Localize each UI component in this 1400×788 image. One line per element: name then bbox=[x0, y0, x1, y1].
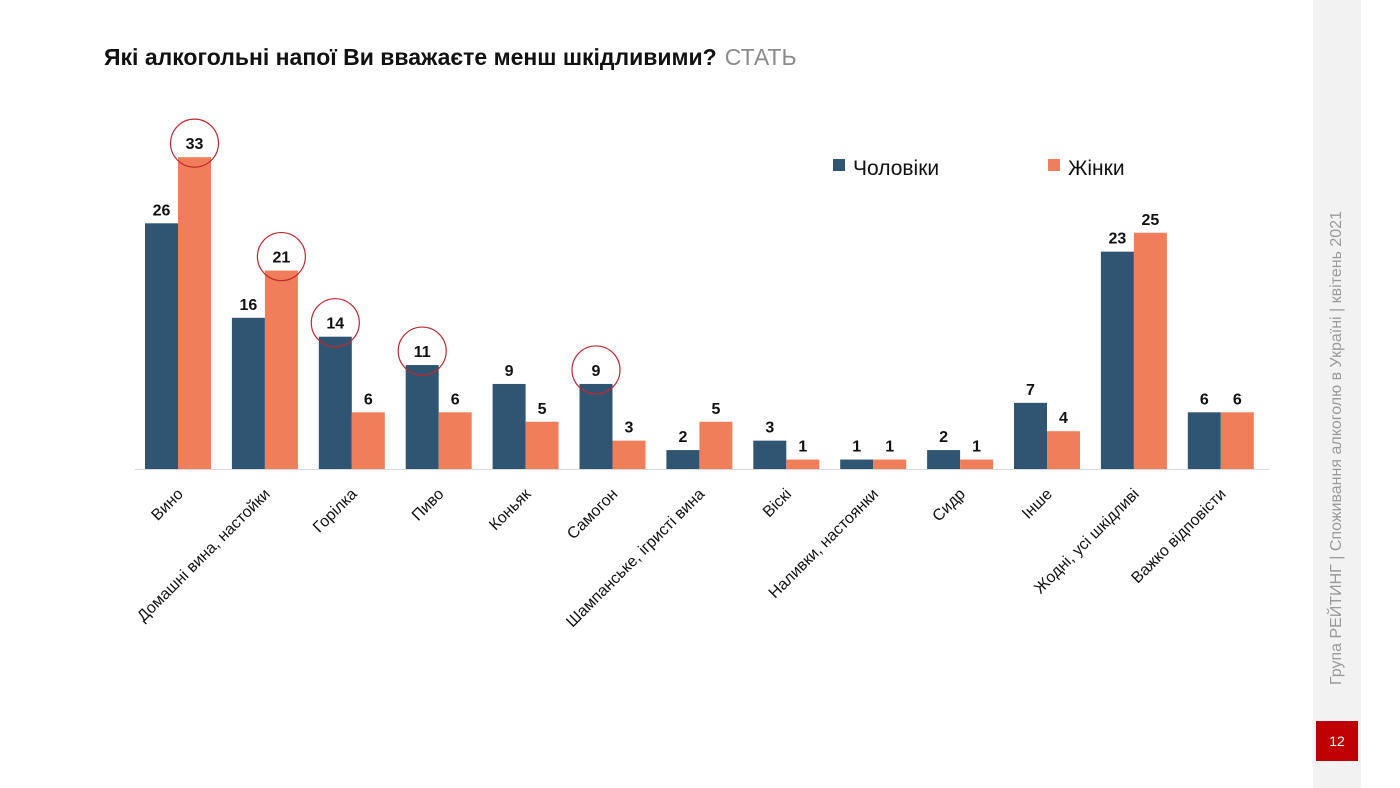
value-label-women-10: 4 bbox=[1059, 410, 1068, 427]
bar-women-6 bbox=[699, 421, 733, 469]
value-label-women-9: 1 bbox=[972, 439, 981, 456]
category-label-9: Сидр bbox=[930, 486, 969, 525]
value-label-men-1: 16 bbox=[240, 297, 258, 314]
legend-swatch-men bbox=[833, 159, 845, 171]
bar-men-3 bbox=[405, 365, 439, 469]
bar-women-4 bbox=[525, 421, 559, 469]
value-label-men-2: 14 bbox=[326, 316, 344, 333]
bar-men-0 bbox=[145, 223, 178, 469]
bar-women-0 bbox=[178, 157, 211, 469]
category-label-0: Вино bbox=[148, 486, 186, 524]
bar-women-1 bbox=[264, 270, 298, 469]
side-panel bbox=[1313, 0, 1361, 788]
value-label-men-7: 3 bbox=[765, 420, 774, 437]
legend: Чоловіки Жінки bbox=[833, 157, 1125, 180]
bar-men-12 bbox=[1187, 412, 1221, 469]
value-label-men-6: 2 bbox=[678, 429, 687, 446]
bar-women-9 bbox=[960, 459, 994, 469]
category-label-4: Коньяк bbox=[486, 485, 535, 534]
value-label-women-11: 25 bbox=[1142, 212, 1160, 229]
highlight-circle-2 bbox=[310, 298, 360, 348]
category-label-10: Інше bbox=[1019, 486, 1056, 523]
bar-women-11 bbox=[1133, 232, 1167, 469]
value-label-women-3: 6 bbox=[451, 391, 460, 408]
bar-women-5 bbox=[612, 440, 646, 469]
bar-men-8 bbox=[840, 459, 874, 469]
value-label-men-9: 2 bbox=[939, 429, 948, 446]
legend-label-men: Чоловіки bbox=[853, 157, 939, 180]
value-label-women-8: 1 bbox=[885, 439, 894, 456]
value-label-women-2: 6 bbox=[364, 391, 373, 408]
value-label-men-10: 7 bbox=[1026, 382, 1035, 399]
highlight-circle-3 bbox=[397, 326, 447, 376]
category-label-3: Пиво bbox=[409, 486, 448, 525]
highlight-circle-0 bbox=[169, 118, 220, 168]
bar-men-1 bbox=[231, 317, 265, 469]
value-label-men-3: 11 bbox=[414, 344, 431, 361]
highlight-circle-1 bbox=[256, 231, 306, 282]
value-label-men-0: 26 bbox=[153, 202, 171, 219]
page-title: Які алкогольні напої Ви вважаєте менш шк… bbox=[104, 44, 797, 71]
bar-men-9 bbox=[927, 450, 961, 469]
value-label-women-5: 3 bbox=[625, 420, 634, 437]
value-label-men-4: 9 bbox=[505, 363, 514, 380]
legend-label-women: Жінки bbox=[1068, 157, 1125, 180]
chart-subtitle: СТАТЬ bbox=[724, 44, 797, 70]
value-label-women-0: 33 bbox=[186, 136, 204, 153]
value-label-women-6: 5 bbox=[711, 401, 720, 418]
value-label-women-4: 5 bbox=[538, 401, 547, 418]
value-label-women-1: 21 bbox=[273, 250, 291, 267]
bar-men-10 bbox=[1014, 402, 1047, 469]
bar-women-10 bbox=[1047, 431, 1080, 469]
bar-women-2 bbox=[351, 412, 385, 469]
bar-women-12 bbox=[1220, 412, 1254, 469]
category-label-5: Самогон bbox=[564, 486, 621, 543]
bar-women-7 bbox=[786, 459, 820, 469]
side-footer-text: Група РЕЙТИНГ | Споживання алкоголю в Ук… bbox=[1328, 211, 1345, 685]
value-label-men-12: 6 bbox=[1200, 391, 1209, 408]
value-label-men-5: 9 bbox=[592, 363, 601, 380]
bar-men-11 bbox=[1100, 251, 1134, 469]
bar-women-8 bbox=[873, 459, 907, 469]
page-number-badge: 12 bbox=[1316, 721, 1358, 761]
value-label-men-8: 1 bbox=[852, 439, 861, 456]
category-label-2: Горілка bbox=[310, 486, 361, 537]
legend-swatch-women bbox=[1048, 159, 1060, 171]
value-label-women-7: 1 bbox=[798, 439, 807, 456]
bar-men-4 bbox=[492, 383, 526, 469]
highlight-circle-5 bbox=[571, 345, 621, 395]
category-label-6: Шампанське, ігристі вина bbox=[563, 486, 708, 631]
bar-men-7 bbox=[753, 440, 787, 469]
category-label-12: Важко відповісти bbox=[1128, 486, 1229, 587]
value-label-women-12: 6 bbox=[1233, 391, 1242, 408]
chart-title: Які алкогольні напої Ви вважаєте менш шк… bbox=[104, 44, 717, 70]
bar-women-3 bbox=[438, 412, 472, 469]
bar-men-5 bbox=[579, 383, 613, 469]
category-label-7: Віскі bbox=[760, 486, 795, 521]
bars-group bbox=[145, 157, 1254, 469]
bar-men-6 bbox=[666, 450, 700, 469]
bar-men-2 bbox=[318, 336, 352, 469]
highlight-circles-group bbox=[169, 118, 621, 395]
value-label-men-11: 23 bbox=[1109, 231, 1127, 248]
